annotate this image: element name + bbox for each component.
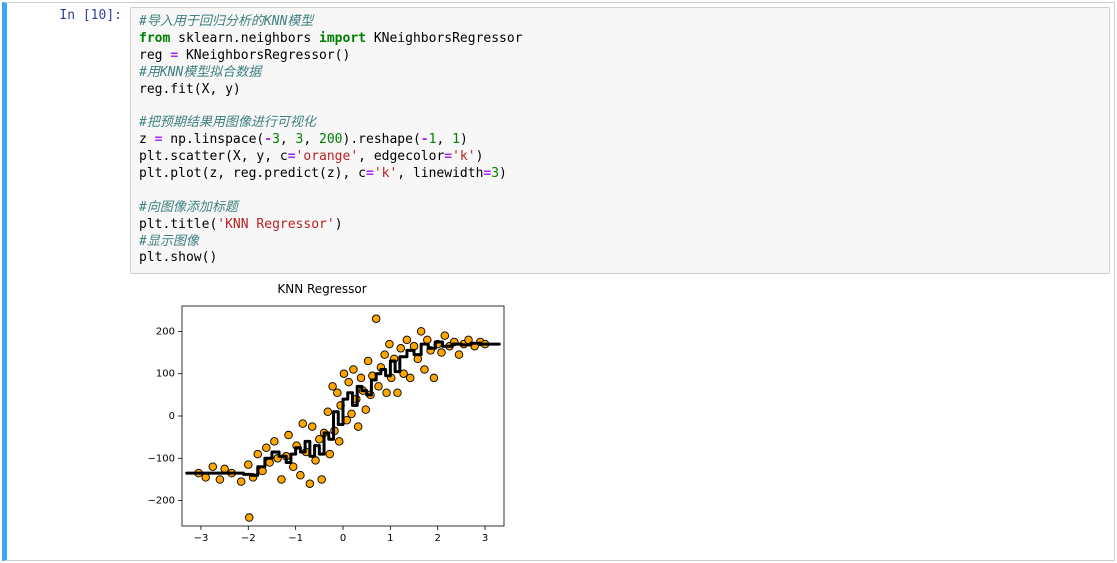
- svg-text:0: 0: [340, 533, 346, 544]
- svg-text:−100: −100: [148, 454, 175, 465]
- input-prompt: In [10]:: [7, 3, 130, 560]
- svg-text:−1: −1: [288, 533, 303, 544]
- svg-text:1: 1: [387, 533, 393, 544]
- svg-text:2: 2: [435, 533, 441, 544]
- cell-content: #导入用于回归分析的KNN模型 from sklearn.neighbors i…: [130, 3, 1114, 560]
- svg-text:200: 200: [156, 327, 175, 338]
- svg-text:3: 3: [482, 533, 488, 544]
- chart-title: KNN Regressor: [132, 282, 512, 296]
- code-input-area[interactable]: #导入用于回归分析的KNN模型 from sklearn.neighbors i…: [130, 7, 1110, 274]
- output-area: KNN Regressor −3 −2 −1 0 1 2 3 −200 −100 0 100 200: [130, 278, 1114, 560]
- knn-regressor-chart: −3 −2 −1 0 1 2 3 −200 −100 0 100 200: [132, 298, 512, 550]
- prompt-label: In [10]:: [59, 8, 122, 23]
- svg-text:−200: −200: [148, 496, 175, 507]
- svg-text:100: 100: [156, 369, 175, 380]
- notebook-cell: In [10]: #导入用于回归分析的KNN模型 from sklearn.ne…: [2, 2, 1115, 561]
- code-text[interactable]: #导入用于回归分析的KNN模型 from sklearn.neighbors i…: [139, 14, 1101, 267]
- svg-text:−2: −2: [241, 533, 256, 544]
- svg-text:−3: −3: [194, 533, 209, 544]
- svg-text:0: 0: [169, 411, 175, 422]
- chart-container: KNN Regressor −3 −2 −1 0 1 2 3 −200 −100 0 100 200: [132, 282, 512, 550]
